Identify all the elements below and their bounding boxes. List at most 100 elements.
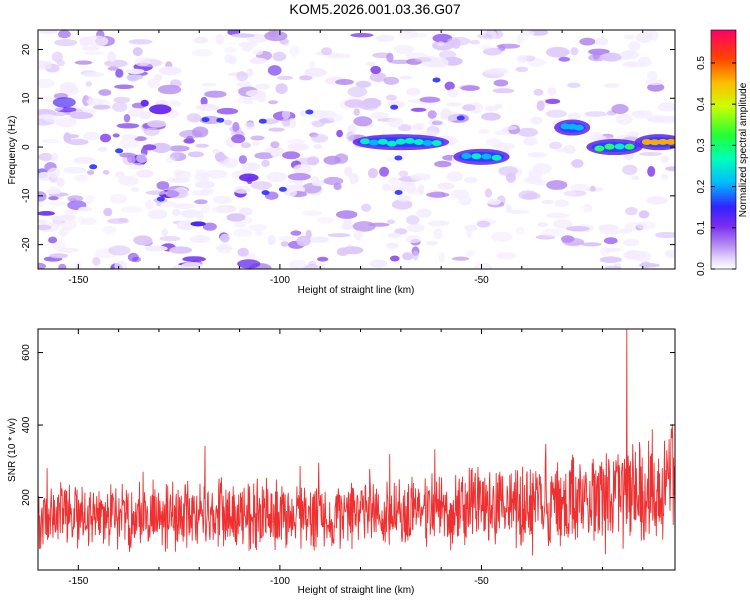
- snr-series-line: [38, 329, 675, 556]
- heatmap-cell: [484, 105, 499, 112]
- heatmap-cell: [484, 188, 493, 198]
- heatmap-cell: [216, 117, 225, 123]
- heatmap-cell: [52, 241, 67, 252]
- heatmap-cell: [134, 57, 151, 67]
- heatmap-cell: [65, 134, 80, 139]
- signal-peak: [395, 138, 406, 145]
- heatmap-cell: [255, 230, 263, 236]
- heatmap-cell: [545, 109, 567, 118]
- heatmap-cell: [581, 242, 602, 247]
- heatmap-xlabel: Height of straight line (km): [298, 285, 415, 296]
- heatmap-cell: [54, 39, 78, 47]
- heatmap-cell: [515, 226, 526, 235]
- heatmap-cell: [193, 37, 209, 44]
- heatmap-y-tick-label: -20: [21, 237, 32, 252]
- heatmap-cell: [110, 193, 128, 204]
- heatmap-cell: [604, 83, 620, 89]
- heatmap-cell: [527, 152, 548, 158]
- heatmap-cell: [477, 33, 493, 39]
- heatmap-cell: [447, 36, 471, 46]
- heatmap-cell: [84, 51, 105, 56]
- heatmap-cell: [237, 259, 261, 269]
- heatmap-cell: [173, 203, 196, 209]
- heatmap-cell: [48, 196, 59, 201]
- heatmap-cell: [288, 144, 308, 152]
- heatmap-cell: [191, 48, 213, 57]
- heatmap-cell: [492, 88, 515, 94]
- heatmap-cell: [317, 256, 329, 262]
- signal-peak: [377, 138, 388, 145]
- heatmap-cell: [516, 34, 524, 44]
- heatmap-cell: [38, 211, 55, 216]
- heatmap-cell: [347, 86, 368, 98]
- heatmap-cell: [635, 32, 653, 43]
- heatmap-cell: [62, 214, 76, 222]
- heatmap-cell: [647, 166, 656, 177]
- heatmap-cell: [194, 173, 208, 182]
- heatmap-cell: [660, 173, 668, 180]
- heatmap-cell: [638, 152, 663, 156]
- heatmap-cell: [393, 44, 415, 55]
- heatmap-cell: [549, 141, 563, 150]
- heatmap-cell: [397, 124, 412, 132]
- heatmap-cell: [346, 131, 355, 142]
- heatmap-cell: [567, 82, 581, 88]
- heatmap-cell: [128, 39, 153, 45]
- heatmap-cell: [236, 71, 248, 82]
- heatmap-cell: [104, 59, 128, 68]
- heatmap-cell: [446, 171, 463, 182]
- heatmap-cell: [341, 246, 364, 255]
- heatmap-cell: [506, 209, 530, 214]
- heatmap-cell: [476, 220, 491, 228]
- heatmap-cell: [261, 190, 270, 196]
- heatmap-cell: [370, 111, 389, 119]
- heatmap-cell: [102, 225, 117, 234]
- heatmap-cell: [605, 265, 622, 269]
- heatmap-y-tick-label: 0: [21, 144, 32, 150]
- heatmap-cell: [417, 184, 425, 195]
- heatmap-cell: [631, 175, 640, 181]
- signal-peak: [614, 143, 625, 150]
- heatmap-cell: [335, 79, 354, 85]
- heatmap-cell: [216, 107, 239, 115]
- heatmap-cell: [135, 169, 154, 178]
- heatmap-cell: [59, 81, 77, 93]
- heatmap-cell: [232, 121, 240, 133]
- heatmap-x-tick-label: -150: [68, 275, 88, 286]
- heatmap-cell: [200, 96, 208, 106]
- heatmap-cell: [554, 199, 569, 207]
- heatmap-cell: [582, 203, 593, 213]
- heatmap-cell: [238, 155, 247, 164]
- heatmap-cell: [196, 210, 204, 221]
- heatmap-cell: [473, 262, 493, 269]
- heatmap-cell: [102, 170, 110, 175]
- heatmap-cell: [190, 221, 206, 227]
- heatmap-cell: [226, 213, 246, 222]
- heatmap-cell: [592, 50, 600, 60]
- heatmap-cell: [383, 76, 400, 85]
- snr-frame: [37, 328, 676, 571]
- heatmap-cell: [100, 133, 111, 143]
- heatmap-cell: [426, 192, 450, 198]
- heatmap-cell: [52, 97, 76, 108]
- heatmap-cell: [234, 221, 247, 228]
- heatmap-cell: [97, 146, 108, 152]
- heatmap-cell: [264, 30, 288, 42]
- signal-peak: [413, 139, 424, 145]
- heatmap-cell: [49, 221, 64, 227]
- heatmap-cell: [299, 75, 313, 81]
- heatmap-cell: [228, 55, 237, 65]
- heatmap-cell: [194, 180, 215, 189]
- heatmap-cell: [143, 127, 160, 136]
- heatmap-cell: [622, 164, 638, 175]
- heatmap-cell: [281, 117, 291, 127]
- heatmap-cell: [537, 222, 549, 227]
- heatmap-cell: [183, 138, 195, 144]
- heatmap-cell: [431, 120, 443, 126]
- heatmap-cell: [205, 169, 228, 179]
- heatmap-cell: [180, 209, 201, 219]
- heatmap-cell: [567, 112, 582, 120]
- heatmap-cell: [412, 250, 419, 261]
- heatmap-cell: [258, 118, 267, 124]
- colorbar-tick-label: 0.0: [696, 262, 707, 276]
